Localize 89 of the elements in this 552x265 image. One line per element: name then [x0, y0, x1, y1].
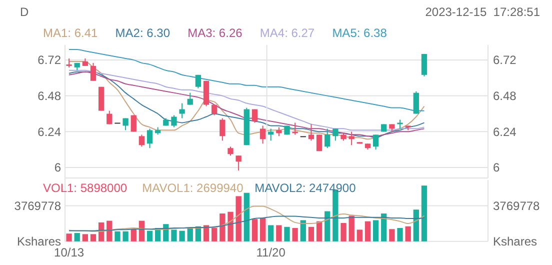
candlestick: [146, 128, 153, 149]
bar: [381, 213, 387, 242]
x-tick-label: 11/20: [256, 245, 286, 260]
candlestick: [252, 108, 258, 124]
candlestick: [220, 118, 226, 142]
candlestick: [90, 62, 96, 82]
bar: [292, 228, 298, 242]
bar: [276, 225, 282, 242]
candlestick: [260, 125, 266, 144]
series-label: MAVOL1: 2699940: [142, 181, 244, 195]
bar: [300, 220, 306, 242]
bar: [397, 228, 403, 242]
bar: [171, 230, 177, 242]
bar: [316, 221, 322, 242]
candlestick: [130, 114, 136, 132]
candlestick: [324, 128, 330, 149]
bar: [74, 233, 80, 242]
bar: [212, 228, 218, 242]
series-label: MAVOL2: 2474900: [254, 181, 356, 195]
bar: [372, 220, 379, 242]
bar: [308, 226, 314, 242]
y-tick-label: 6.24: [38, 124, 62, 139]
candlestick: [171, 114, 177, 128]
text: MA5: 6.38: [332, 26, 388, 40]
bar: [413, 210, 419, 242]
text: 3769778: [14, 198, 62, 213]
candlestick: [332, 128, 338, 142]
bar: [146, 230, 153, 242]
candlestick: [138, 134, 145, 148]
candlestick: [98, 86, 104, 112]
bar: [122, 231, 128, 242]
candlestick: [372, 134, 379, 150]
bar: [203, 225, 210, 242]
bar: [220, 213, 226, 242]
bar: [179, 230, 185, 242]
bar: [82, 234, 88, 242]
candlestick: [316, 134, 322, 152]
bar: [252, 219, 258, 242]
candlestick: [195, 74, 202, 89]
text: MA2: 6.30: [115, 26, 170, 40]
candlestick: [106, 110, 112, 125]
candlestick: [268, 128, 274, 142]
bar: [66, 234, 72, 242]
y2-tick-label: 6.48: [493, 89, 517, 104]
candlestick: [292, 122, 298, 136]
candlestick: [187, 92, 193, 106]
y-tick-label: 6.48: [38, 89, 62, 104]
bar: [284, 226, 290, 242]
bar: [130, 229, 136, 242]
bar: [364, 221, 371, 242]
y-tick-label: 6: [54, 160, 62, 175]
bar: [236, 196, 242, 242]
candlestick: [122, 118, 128, 131]
bar: [228, 212, 234, 242]
bar: [340, 222, 346, 242]
candlestick: [421, 53, 428, 77]
bar: [324, 211, 330, 242]
text: MA4: 6.27: [260, 26, 315, 40]
y2-tick-label: 6.24: [493, 124, 517, 139]
bar: [421, 186, 428, 242]
candlestick: [179, 102, 185, 119]
y2-tick-label: 6.72: [493, 53, 517, 68]
candlestick: [236, 155, 242, 172]
text: VOL1: 5898000: [43, 181, 128, 195]
line-series: [68, 48, 425, 112]
text: 3769778: [493, 198, 540, 213]
bar: [389, 229, 395, 242]
text: 2023-12-15 17:28:51: [425, 5, 540, 19]
chart-title: D: [20, 5, 29, 19]
y2-tick-label: 6: [493, 160, 500, 175]
bar: [114, 231, 120, 242]
candlestick: [413, 90, 419, 114]
bar: [356, 230, 362, 242]
bar: [268, 225, 274, 242]
text: MA1: 6.41: [43, 26, 98, 40]
y2-axis-title: Kshares: [493, 234, 538, 249]
candlestick: [308, 124, 314, 142]
bar: [90, 234, 96, 242]
candlestick: [203, 80, 210, 107]
bar: [244, 192, 250, 242]
text: MA3: 6.26: [188, 26, 243, 40]
bar: [187, 228, 193, 242]
bar: [106, 220, 112, 242]
candlestick: [348, 131, 354, 146]
bar: [348, 216, 354, 242]
bar: [260, 218, 266, 242]
bar: [138, 220, 145, 242]
bar: [405, 226, 411, 242]
y-tick-label: 6.72: [38, 53, 62, 68]
